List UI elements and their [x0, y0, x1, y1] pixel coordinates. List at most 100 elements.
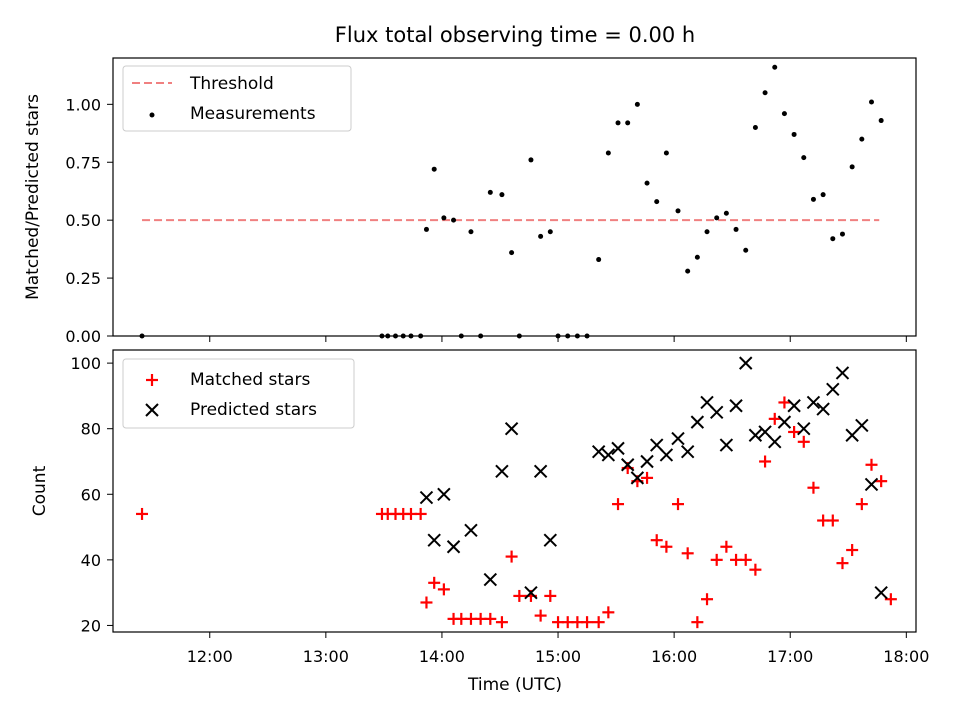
upper-y-tick-label: 0.25 [65, 269, 101, 288]
x-tick-label: 16:00 [651, 647, 697, 666]
measurement-point [859, 136, 865, 142]
predicted-star-point [777, 415, 792, 429]
measurement-point [516, 333, 522, 339]
matched-star-point [701, 593, 714, 606]
matched-star-point [778, 396, 791, 409]
matched-star-point [759, 455, 772, 468]
predicted-star-point [611, 441, 625, 456]
matched-star-point [768, 412, 781, 425]
measurement-point [634, 101, 640, 107]
matched-star-point [749, 563, 762, 576]
measurement-point [487, 189, 493, 195]
predicted-star-point [768, 435, 782, 449]
measurement-point [565, 333, 571, 339]
measurement-point [418, 333, 424, 339]
predicted-star-point [864, 477, 879, 492]
matched-star-point [788, 425, 801, 438]
measurement-point [509, 250, 515, 256]
predicted-star-point [437, 487, 451, 501]
measurement-point [791, 131, 797, 137]
measurement-point [615, 120, 621, 126]
predicted-star-point [464, 523, 478, 538]
predicted-star-point [427, 533, 441, 547]
predicted-star-point [835, 366, 850, 380]
upper-panel: 0.00 0.25 0.50 0.75 1.00 Matched/Predicted s… [23, 57, 917, 346]
measurement-point [839, 231, 845, 237]
matched-star-point [884, 593, 897, 606]
matched-star-point [710, 553, 723, 566]
predicted-star-point [495, 464, 509, 479]
predicted-star-point [874, 585, 888, 600]
legend-matched-label: Matched stars [190, 370, 310, 390]
predicted-star-point [690, 415, 705, 429]
upper-plot-marks [139, 64, 884, 339]
measurement-point [468, 229, 474, 235]
predicted-star-point [855, 418, 869, 433]
upper-y-axis-label: Matched/Predicted stars [23, 94, 43, 300]
matched-star-point [544, 589, 557, 602]
lower-plot-marks [136, 356, 897, 629]
matched-star-point [612, 498, 625, 511]
measurement-point [781, 111, 787, 117]
x-axis-label: Time (UTC) [467, 675, 562, 695]
matched-star-point [846, 544, 859, 557]
measurement-point [743, 247, 749, 253]
upper-legend: Threshold Measurements [122, 65, 352, 132]
measurement-point [685, 268, 691, 274]
measurement-point [400, 333, 406, 339]
matched-star-point [592, 616, 605, 629]
measurement-point [675, 208, 681, 214]
matched-star-point [739, 553, 752, 566]
predicted-star-point [739, 356, 753, 370]
matched-star-point [136, 507, 149, 520]
measurement-point [820, 192, 826, 198]
matched-star-point [650, 534, 663, 547]
matched-star-point [484, 612, 497, 625]
measurement-point [139, 333, 145, 339]
matched-star-point [681, 547, 694, 560]
matched-star-point [414, 507, 427, 520]
predicted-star-point [483, 572, 498, 587]
matched-star-point [836, 557, 849, 570]
measurement-point [596, 257, 602, 263]
matched-star-point [495, 616, 508, 629]
upper-y-tick-label: 0.00 [65, 327, 101, 346]
legend-matched-swatch [146, 374, 158, 386]
upper-legend-box [122, 65, 352, 132]
measurement-point [663, 150, 669, 156]
measurement-point [441, 215, 447, 221]
measurement-point [714, 215, 720, 221]
matched-star-point [420, 596, 433, 609]
predicted-star-point [671, 431, 685, 446]
predicted-star-point [630, 471, 645, 485]
upper-y-tick-label: 0.50 [65, 211, 101, 230]
legend-predicted-swatch [145, 403, 159, 417]
matched-star-point [797, 435, 810, 448]
x-tick-label: 17:00 [767, 647, 813, 666]
measurement-point [547, 229, 553, 235]
measurement-point [393, 333, 399, 339]
lower-legend: Matched stars Predicted stars [122, 358, 355, 429]
predicted-star-point [709, 405, 724, 420]
matched-star-point [865, 458, 878, 471]
predicted-star-point [504, 421, 519, 436]
predicted-star-point [680, 444, 695, 459]
measurement-point [830, 236, 836, 242]
matched-star-point [672, 498, 685, 511]
measurement-point [458, 333, 464, 339]
measurement-point [704, 229, 710, 235]
measurement-point [385, 333, 391, 339]
predicted-star-point [601, 448, 616, 462]
x-tick-label: 15:00 [535, 647, 581, 666]
lower-y-tick-label: 40 [81, 551, 101, 570]
predicted-star-point [640, 454, 654, 469]
lower-y-tick-label: 20 [81, 616, 101, 635]
lower-plot-frame [112, 349, 917, 633]
measurement-point [499, 192, 505, 198]
measurement-point [431, 166, 437, 172]
matched-star-point [691, 616, 704, 629]
lower-legend-box [122, 358, 355, 429]
measurement-point [654, 199, 660, 205]
predicted-star-point [816, 402, 830, 416]
